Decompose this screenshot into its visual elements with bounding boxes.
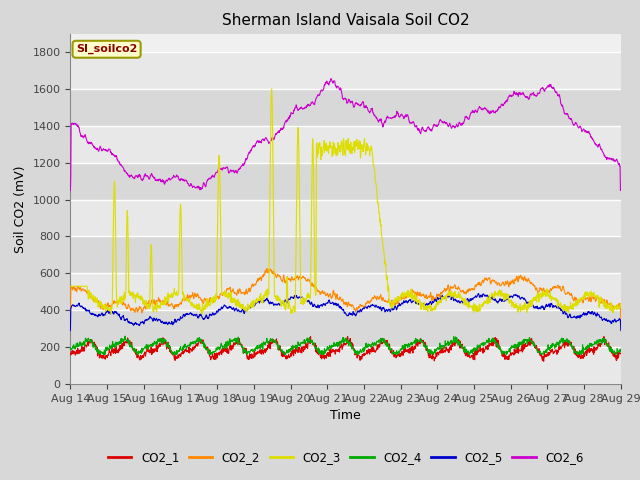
Y-axis label: Soil CO2 (mV): Soil CO2 (mV) [14,165,27,252]
Bar [70,126,621,163]
X-axis label: Time: Time [330,409,361,422]
Bar [70,347,621,384]
Text: SI_soilco2: SI_soilco2 [76,44,137,54]
Bar [70,89,621,126]
Title: Sherman Island Vaisala Soil CO2: Sherman Island Vaisala Soil CO2 [222,13,469,28]
Bar [70,52,621,89]
Bar [70,163,621,200]
Bar [70,310,621,347]
Bar [70,200,621,237]
Legend: CO2_1, CO2_2, CO2_3, CO2_4, CO2_5, CO2_6: CO2_1, CO2_2, CO2_3, CO2_4, CO2_5, CO2_6 [103,446,588,468]
Bar [70,237,621,273]
Bar [70,273,621,310]
